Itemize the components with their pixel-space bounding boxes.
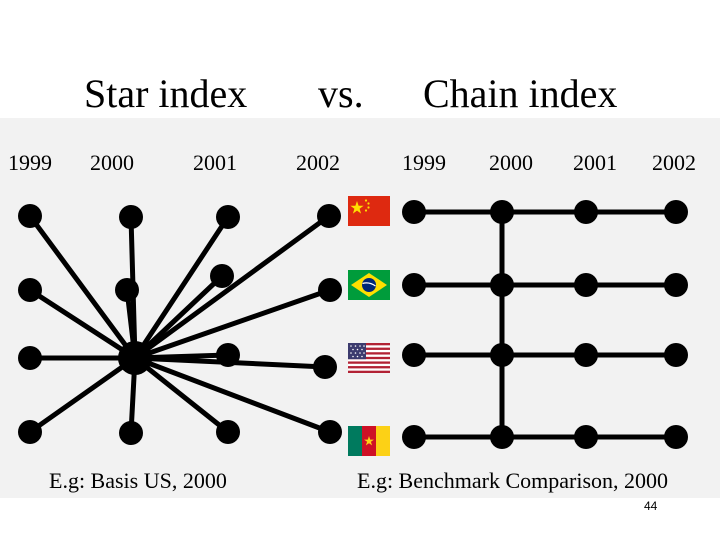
star-node <box>18 278 42 302</box>
chain-node <box>664 425 688 449</box>
page-number: 44 <box>644 499 658 513</box>
star-edge <box>132 214 231 361</box>
star-node <box>318 278 342 302</box>
title-vs: vs. <box>318 71 364 116</box>
title-chain-index: Chain index <box>423 71 618 116</box>
chain-node <box>664 343 688 367</box>
star-edge <box>27 213 138 361</box>
star-node <box>18 346 42 370</box>
chain-node <box>664 273 688 297</box>
star-node <box>317 204 341 228</box>
chain-year-2001: 2001 <box>573 150 617 175</box>
cameroon-flag-icon <box>348 426 390 456</box>
star-edge <box>27 355 138 435</box>
title-star-index: Star index <box>84 71 248 116</box>
chain-nodes <box>402 200 688 449</box>
chain-node <box>402 273 426 297</box>
chain-node <box>490 425 514 449</box>
chain-node <box>402 425 426 449</box>
star-node <box>115 278 139 302</box>
chain-node <box>574 200 598 224</box>
star-node <box>216 205 240 229</box>
star-edge <box>132 355 333 435</box>
star-year-1999: 1999 <box>8 150 52 175</box>
chain-node <box>402 343 426 367</box>
star-year-2002: 2002 <box>296 150 340 175</box>
chain-node <box>574 273 598 297</box>
china-flag-icon <box>348 196 390 226</box>
chain-node <box>664 200 688 224</box>
star-node <box>313 355 337 379</box>
star-edges <box>27 213 333 436</box>
chain-node <box>490 273 514 297</box>
chain-node <box>402 200 426 224</box>
star-node <box>18 204 42 228</box>
star-edge <box>132 213 332 361</box>
star-node <box>18 420 42 444</box>
star-year-2000: 2000 <box>90 150 134 175</box>
usa-flag-icon <box>348 343 390 373</box>
star-node <box>216 420 240 444</box>
chain-year-2002: 2002 <box>652 150 696 175</box>
star-node <box>318 420 342 444</box>
chain-year-1999: 1999 <box>402 150 446 175</box>
star-edge <box>132 273 225 361</box>
chain-year-2000: 2000 <box>489 150 533 175</box>
chain-node <box>490 200 514 224</box>
star-node <box>119 205 143 229</box>
brazil-flag-icon <box>348 270 390 300</box>
star-nodes <box>18 204 342 445</box>
star-caption: E.g: Basis US, 2000 <box>49 468 227 493</box>
chain-edges <box>411 209 679 440</box>
star-node <box>216 343 240 367</box>
chain-caption: E.g: Benchmark Comparison, 2000 <box>357 468 669 493</box>
chain-node <box>490 343 514 367</box>
star-edge <box>132 355 231 435</box>
star-edge <box>27 287 138 361</box>
star-node <box>119 421 143 445</box>
chain-node <box>574 425 598 449</box>
star-edge <box>132 287 333 361</box>
star-node <box>210 264 234 288</box>
chain-node <box>574 343 598 367</box>
star-year-2001: 2001 <box>193 150 237 175</box>
star-hub-node <box>118 341 152 375</box>
